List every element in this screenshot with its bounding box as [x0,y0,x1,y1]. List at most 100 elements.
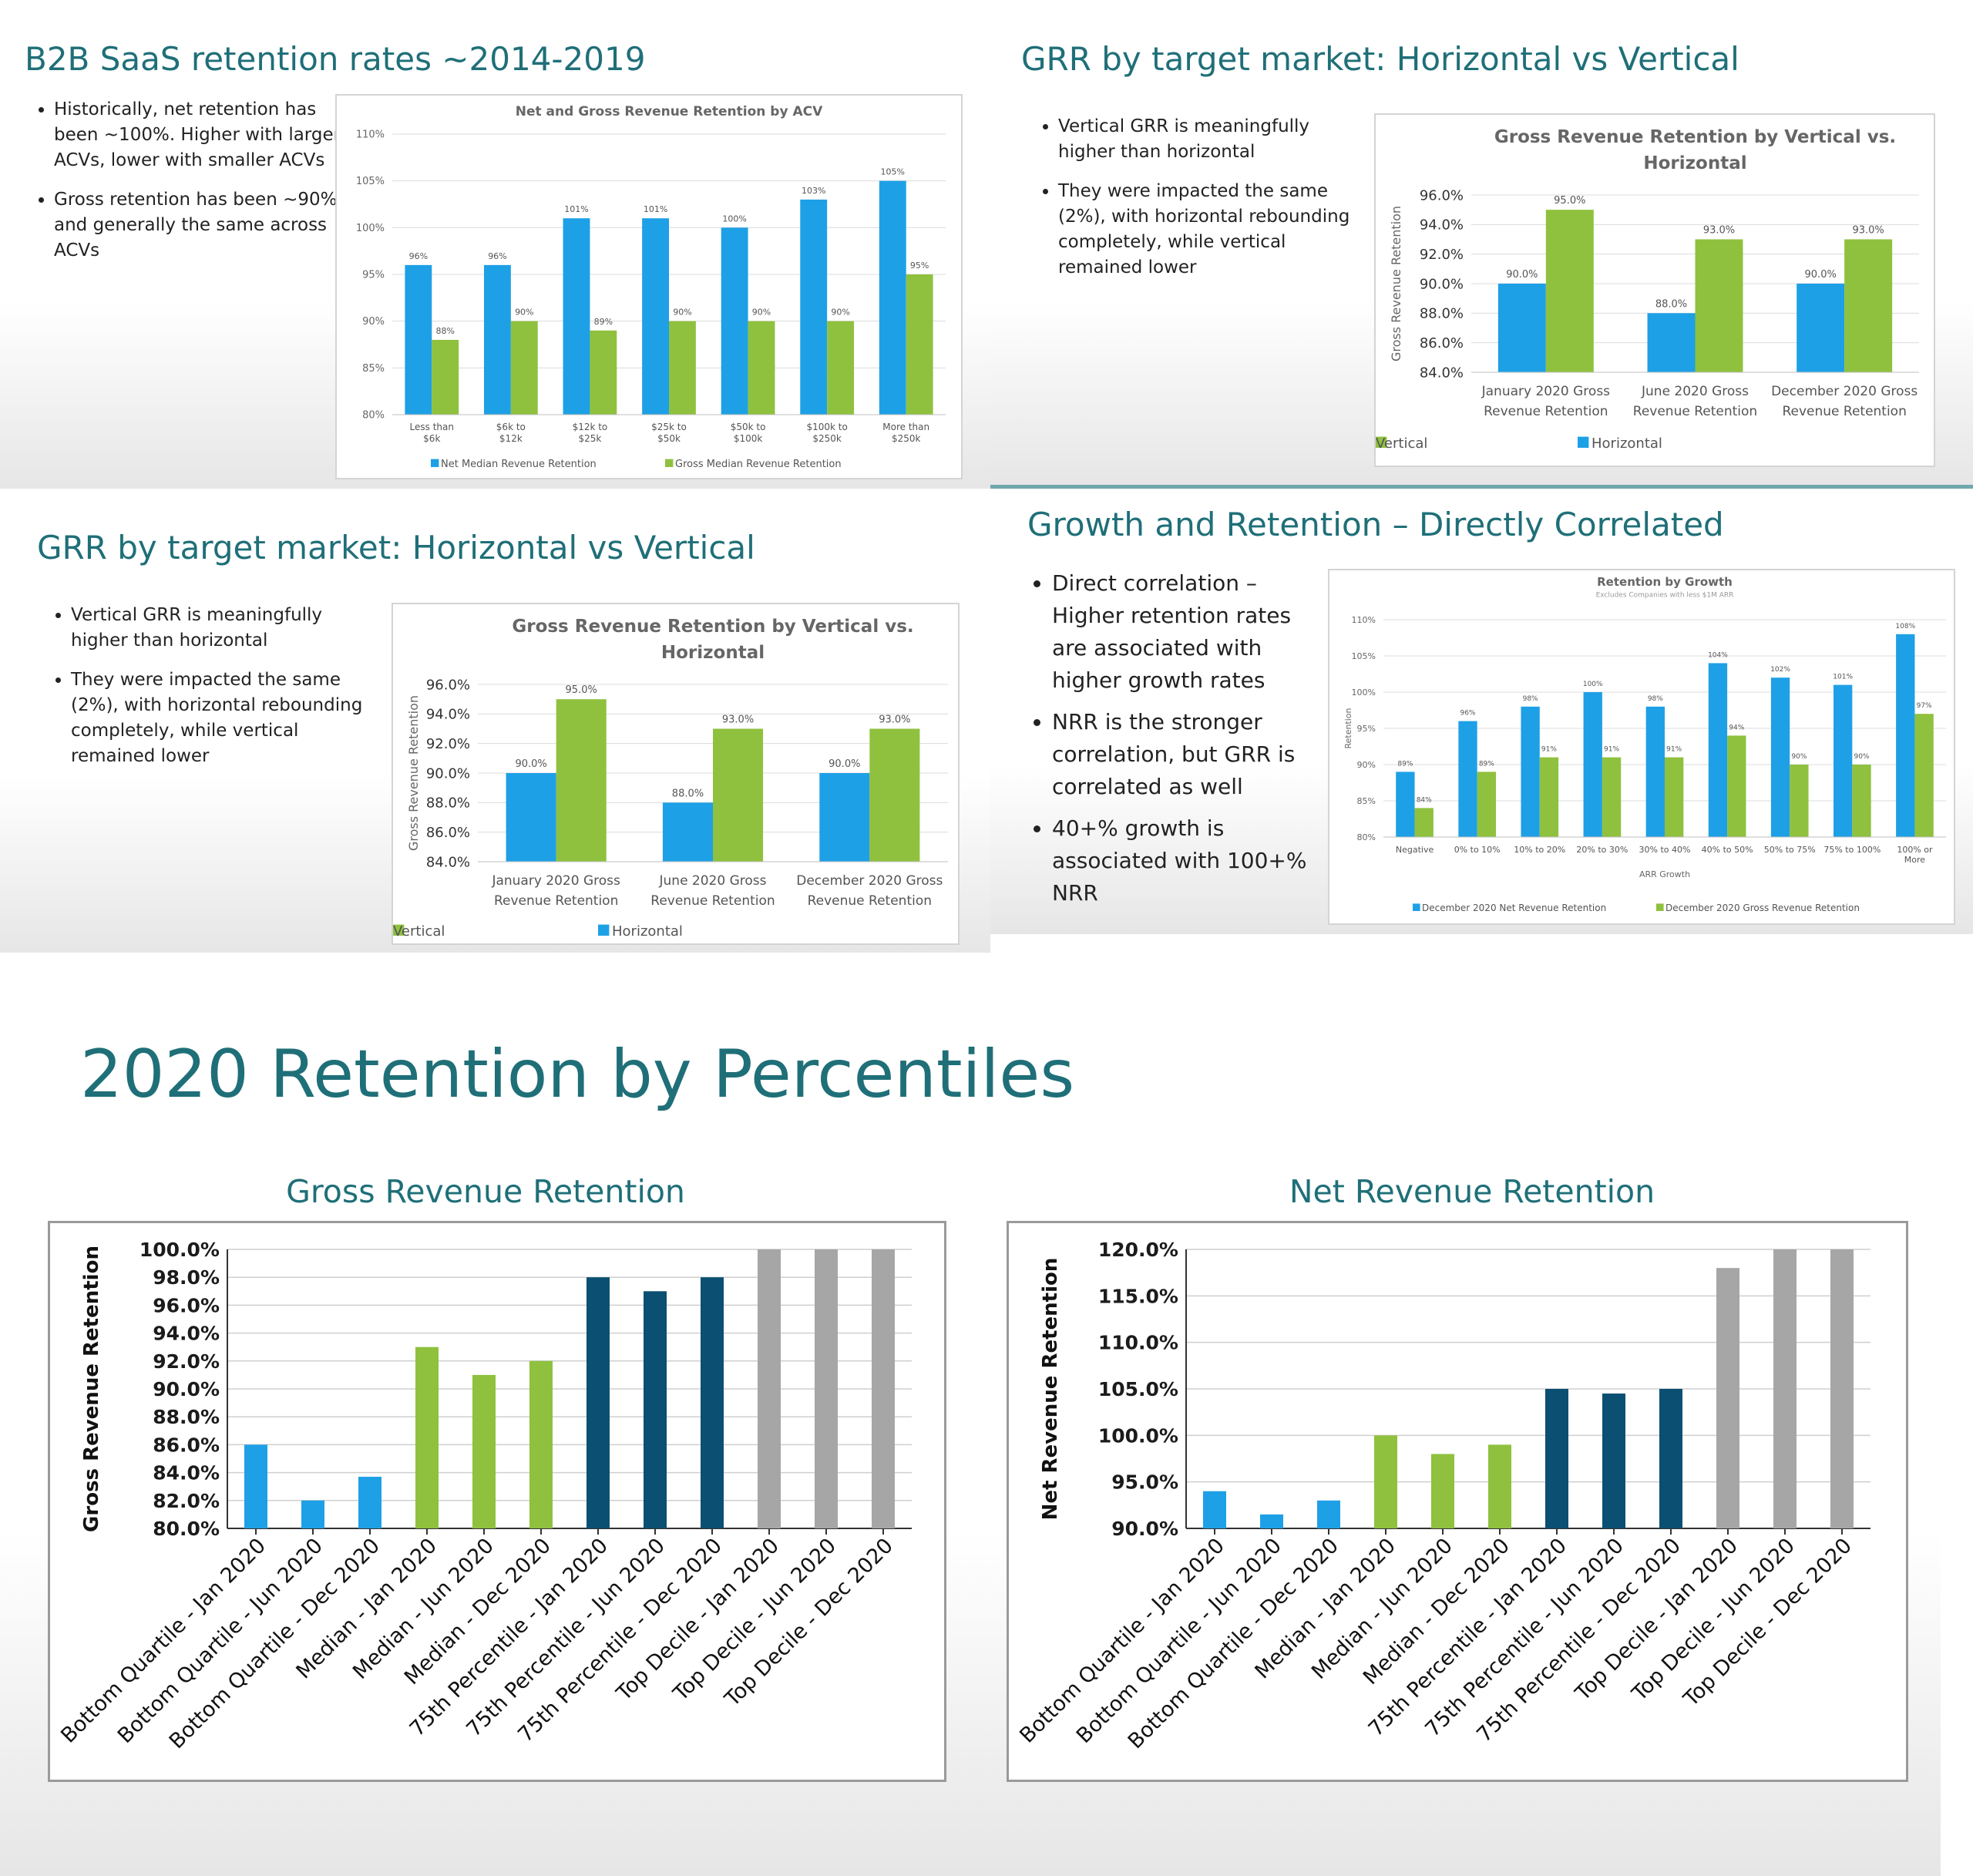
bar [472,1374,496,1528]
y-tick-label: 80% [362,410,385,422]
bar-series1 [1896,634,1915,837]
legend-label: Vertical [393,923,445,940]
bar [301,1500,324,1528]
data-label: 94% [1729,724,1744,731]
legend-label: December 2020 Net Revenue Retention [1422,903,1606,913]
bar [1317,1500,1340,1528]
data-label: 95.0% [566,684,597,696]
data-label: 100% [722,213,746,224]
legend-label: Net Median Revenue Retention [441,459,597,470]
data-label: 93.0% [879,714,910,726]
slide-growth-retention: Growth and Retention – Directly Correlat… [990,489,1973,934]
data-label: 104% [1708,651,1728,659]
data-label: 89% [1397,760,1413,768]
data-label: 96% [1460,710,1475,718]
y-tick-label: 90.0% [1111,1518,1178,1540]
data-label: 88.0% [672,788,704,799]
bar-series1 [819,773,870,862]
bar [1260,1514,1283,1528]
bullet-item: Direct correlation – Higher retention ra… [1052,567,1329,697]
bar-series1 [1797,284,1845,372]
y-tick-label: 82.0% [153,1490,220,1512]
bullet-list: Vertical GRR is meaningfully higher than… [1037,114,1359,281]
y-tick-label: 120.0% [1098,1239,1178,1261]
y-tick-label: 95% [362,270,385,281]
x-tick-label: More [1904,855,1926,865]
x-tick-label: Revenue Retention [1633,404,1757,419]
x-tick-label: 50% to 75% [1764,845,1816,855]
y-tick-label: 88.0% [426,795,470,812]
bar-series2 [1477,772,1496,837]
y-tick-label: 84.0% [1420,365,1464,381]
bar [644,1291,667,1528]
slide-title: GRR by target market: Horizontal vs Vert… [37,529,755,566]
chart-title: Horizontal [1643,153,1746,173]
y-axis-label: Gross Revenue Retention [406,695,421,851]
x-tick-label: $6k to [496,422,526,432]
bar-series2 [1914,714,1934,837]
data-label: 91% [1666,746,1682,754]
bar-series1 [1834,684,1853,837]
slide-acv-retention: B2B SaaS retention rates ~2014-2019 Hist… [0,0,990,489]
bar-series2 [1727,735,1746,837]
bar-series2 [1539,757,1559,837]
slide-title: B2B SaaS retention rates ~2014-2019 [25,40,646,78]
data-label: 96% [488,251,506,261]
y-tick-label: 100% [1352,688,1376,698]
data-label: 102% [1770,666,1790,674]
bar [529,1360,553,1528]
y-tick-label: 90% [1357,760,1376,770]
y-tick-label: 92.0% [1420,247,1464,263]
bar-series2 [1695,239,1743,372]
bar [587,1277,610,1528]
y-tick-label: 115.0% [1098,1285,1178,1307]
bar [244,1444,267,1528]
x-tick-label: Bottom Quartile - Jun 2020 [1072,1534,1286,1748]
data-label: 89% [594,317,613,327]
x-tick-label: Bottom Quartile - Dec 2020 [165,1534,385,1753]
grr-chart-title: Gross Revenue Retention [286,1173,685,1210]
legend-swatch [393,924,405,936]
y-tick-label: 88.0% [153,1406,220,1428]
y-tick-label: 98.0% [153,1266,220,1289]
acv-retention-chart: Net and Gross Revenue Retention by ACV 80… [356,104,946,470]
x-tick-label: January 2020 Gross [491,873,620,889]
bar-series1 [563,218,590,415]
bar-series2 [869,728,920,862]
grr-percentile-chart: 80.0% 82.0% 84.0% 86.0% 88.0% 90.0% 92.0% 94.0%… [56,1239,912,1753]
vertical-horizontal-chart: Gross Revenue Retention by Vertical vs. H… [1376,127,1919,452]
chart-frame: 80.0% 82.0% 84.0% 86.0% 88.0% 90.0% 92.0% 94.0%… [48,1221,946,1782]
data-label: 105% [881,167,905,177]
x-tick-label: 20% to 30% [1576,845,1628,855]
y-tick-label: 92.0% [426,736,470,752]
data-label: 101% [1833,674,1853,681]
bullet-item: Gross retention has been ~90% and genera… [54,187,347,264]
bar [1488,1444,1511,1528]
y-tick-label: 80% [1357,832,1376,842]
x-tick-label: Revenue Retention [650,893,775,909]
bar [1830,1249,1854,1528]
x-tick-label: $250k [812,433,842,444]
data-label: 98% [1648,695,1663,703]
data-label: 90% [1854,753,1869,761]
bar [1545,1389,1568,1528]
bar [1374,1435,1397,1528]
legend-swatch [1413,903,1420,911]
y-tick-label: 86.0% [1420,335,1464,351]
bar [415,1346,439,1528]
data-label: 90% [1791,753,1807,761]
y-tick-label: 88.0% [1420,306,1464,322]
data-label: 93.0% [722,714,754,726]
data-label: 89% [1479,760,1494,768]
x-tick-label: Negative [1396,845,1434,855]
bar-series1 [662,802,713,862]
data-label: 91% [1541,746,1557,754]
bar-series1 [1497,284,1546,372]
bar-series1 [483,264,511,415]
x-tick-label: $12k [499,433,523,444]
data-label: 95% [910,261,929,271]
data-label: 93.0% [1703,225,1735,237]
bullet-list: Direct correlation – Higher retention ra… [1030,567,1329,909]
y-axis-label: Gross Revenue Retention [1389,206,1403,361]
y-tick-label: 110.0% [1098,1332,1178,1354]
